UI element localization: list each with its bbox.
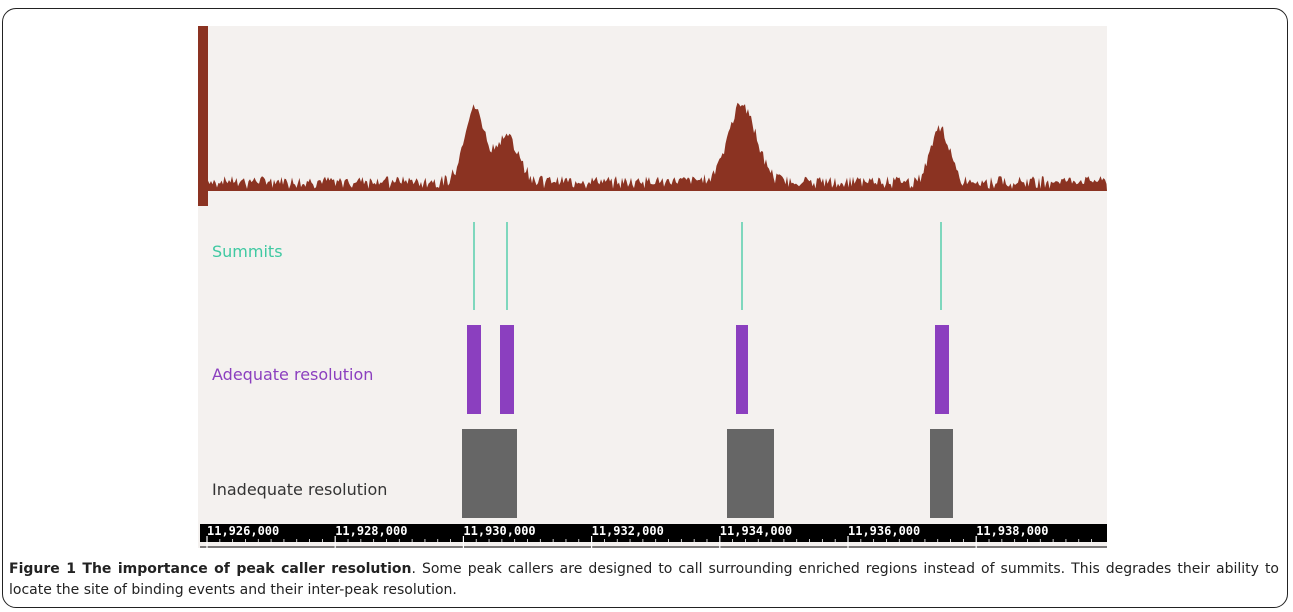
ruler-tick-label-1: 11,926,000 xyxy=(207,524,279,538)
inadequate-region-2 xyxy=(727,429,774,518)
ruler-tick-label-5: 11,934,000 xyxy=(720,524,792,538)
inadequate-region-1 xyxy=(462,429,517,518)
adequate-region-4 xyxy=(935,325,949,414)
inadequate-resolution-track-label: Inadequate resolution xyxy=(212,480,388,499)
signal-track xyxy=(198,26,1107,518)
ruler-tick-label-3: 11,930,000 xyxy=(463,524,535,538)
adequate-resolution-track-label: Adequate resolution xyxy=(212,365,374,384)
ruler-tick-label-4: 11,932,000 xyxy=(592,524,664,538)
ruler-bar xyxy=(200,524,1107,542)
signal-edge-bar xyxy=(198,26,208,206)
ruler-tick-label-7: 11,938,000 xyxy=(976,524,1048,538)
caption-title: Figure 1 The importance of peak caller r… xyxy=(9,561,412,577)
figure-caption: Figure 1 The importance of peak caller r… xyxy=(9,559,1279,601)
adequate-region-3 xyxy=(736,325,748,414)
inadequate-region-3 xyxy=(930,429,953,518)
caption-body: . Some peak callers are designed to call… xyxy=(9,561,1279,598)
summits-track-label: Summits xyxy=(212,242,283,261)
figure-frame xyxy=(2,8,1288,608)
ruler-tick-label-2: 11,928,000 xyxy=(335,524,407,538)
genome-browser-panel: Summits Adequate resolution Inadequate r… xyxy=(198,26,1107,548)
adequate-region-2 xyxy=(500,325,514,414)
adequate-region-1 xyxy=(467,325,481,414)
ruler-tick-label-6: 11,936,000 xyxy=(848,524,920,538)
